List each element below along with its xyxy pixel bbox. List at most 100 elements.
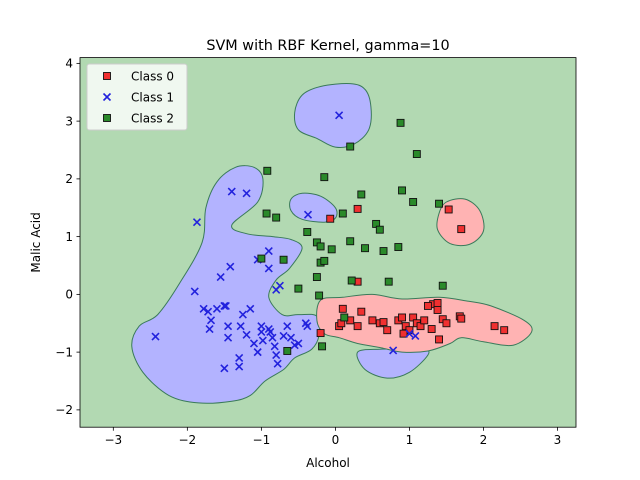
data-point (375, 225, 384, 234)
x-axis-ticks: −3 −2 −1 0 1 2 3 (104, 427, 561, 447)
data-point (346, 142, 355, 151)
data-point (500, 326, 509, 335)
data-point (199, 304, 208, 313)
data-point (379, 318, 388, 327)
legend-box (86, 63, 188, 131)
data-point (272, 285, 281, 294)
data-point (438, 281, 447, 290)
data-point (335, 111, 344, 120)
y-tick-label: 4 (65, 57, 73, 71)
data-point (268, 333, 277, 342)
data-point (346, 237, 355, 246)
data-point (270, 342, 279, 351)
data-point (220, 364, 229, 373)
data-point (205, 324, 214, 334)
y-tick-label: 3 (65, 114, 73, 128)
data-point (235, 353, 244, 362)
data-point (246, 304, 255, 313)
legend-label: Class 2 (131, 112, 174, 126)
y-tick-label: 0 (65, 288, 73, 302)
y-axis-label: Malic Acid (29, 212, 43, 272)
legend-label: Class 1 (131, 91, 174, 105)
data-point (420, 316, 429, 325)
legend: Class 0 Class 1 Class 2 (86, 63, 188, 131)
series-class-2 (257, 118, 447, 355)
data-point (368, 316, 377, 325)
data-point (457, 225, 466, 234)
data-point (379, 247, 388, 256)
x-tick-label: −3 (104, 433, 122, 447)
data-point (283, 347, 292, 355)
data-point (442, 319, 451, 328)
data-point (326, 214, 335, 223)
data-point (383, 326, 392, 335)
data-point (264, 264, 273, 273)
data-point (151, 332, 160, 341)
data-point (398, 186, 406, 195)
y-tick-label: 1 (65, 230, 73, 244)
data-point (316, 242, 325, 251)
data-point (433, 306, 442, 314)
data-point (258, 336, 267, 345)
data-point (398, 313, 406, 322)
data-point (399, 329, 408, 338)
data-point (273, 359, 282, 368)
data-point (279, 331, 288, 341)
data-point (389, 346, 398, 355)
x-tick-label: −2 (178, 433, 196, 447)
data-point (312, 273, 321, 281)
data-point (303, 210, 313, 219)
data-point (320, 173, 329, 182)
data-point (272, 350, 281, 360)
class1-decision-region (294, 82, 372, 148)
x-tick-label: 3 (554, 433, 562, 447)
data-point (272, 213, 281, 222)
data-point (303, 228, 312, 236)
x-tick-label: 2 (480, 433, 488, 447)
data-point (242, 189, 251, 198)
data-point (303, 322, 312, 331)
data-point (192, 218, 202, 227)
data-point (283, 322, 292, 331)
chart-title: SVM with RBF Kernel, gamma=10 (206, 38, 449, 54)
data-point (435, 199, 443, 208)
legend-marker (103, 72, 111, 80)
data-point (257, 254, 266, 263)
data-point (394, 243, 403, 251)
data-point (357, 190, 366, 199)
data-point (427, 325, 436, 333)
data-point (353, 204, 362, 213)
data-point (338, 304, 347, 313)
data-point (396, 118, 405, 127)
legend-marker (103, 114, 111, 122)
data-point (242, 330, 251, 339)
data-point (238, 310, 247, 319)
data-point (457, 314, 466, 323)
data-point (409, 198, 418, 206)
data-point (433, 299, 442, 307)
plot-area (80, 57, 576, 428)
data-points (151, 111, 509, 373)
y-tick-label: −2 (55, 403, 73, 417)
data-point (212, 304, 222, 313)
data-point (206, 316, 216, 325)
data-point (340, 313, 349, 322)
x-tick-label: 0 (332, 433, 340, 447)
data-point (405, 329, 414, 338)
data-point (249, 339, 259, 348)
data-point (411, 331, 420, 341)
data-point (384, 277, 393, 286)
x-axis-label: Alcohol (306, 456, 350, 470)
data-point (315, 291, 324, 300)
data-point (220, 301, 229, 310)
x-tick-label: 1 (406, 433, 414, 447)
data-point (423, 301, 432, 310)
class1-decision-region (289, 192, 338, 223)
data-point (236, 322, 245, 331)
data-point (327, 245, 336, 254)
data-point (353, 322, 362, 331)
data-point (347, 276, 356, 285)
data-point (264, 246, 273, 256)
data-point (253, 348, 262, 357)
